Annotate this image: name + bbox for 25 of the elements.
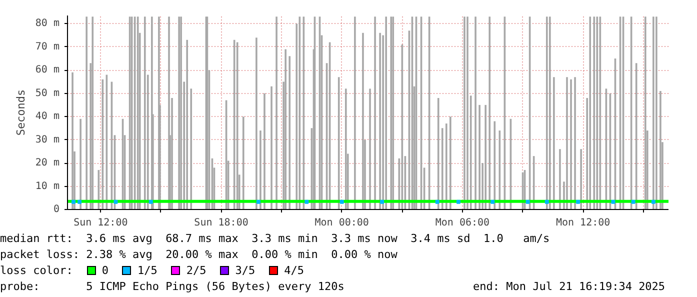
legend-label: 1/5 <box>137 264 158 277</box>
legend-label: 4/5 <box>284 264 304 277</box>
legend-label: 2/5 <box>186 264 206 277</box>
legend-label: 0 <box>102 264 108 277</box>
y-tick-label: 20 m <box>35 158 60 169</box>
y-tick-label: 60 m <box>35 64 60 76</box>
x-tick-label: Mon 12:00 <box>556 218 610 228</box>
x-tick-label: Sun 18:00 <box>194 218 248 228</box>
y-tick-label: 0 <box>53 204 60 215</box>
y-tick-label: 30 m <box>35 134 60 146</box>
x-tick-label: Mon 00:00 <box>314 218 369 228</box>
x-tick-label: Sun 12:00 <box>74 218 128 228</box>
y-axis-title: Seconds <box>14 89 28 136</box>
text: probe: 5 ICMP Echo Pings (56 Bytes) every 120s <box>0 279 346 295</box>
y-tick-label: 70 m <box>35 41 60 52</box>
y-tick-label: 40 m <box>35 111 60 122</box>
y-tick-label: 10 m <box>35 180 60 192</box>
y-tick-label: 80 m <box>35 18 60 30</box>
legend-label: 3/5 <box>235 264 256 277</box>
y-tick-label: 50 m <box>35 88 60 99</box>
text: packet loss: 2.38 % avg 20.00 % max 0.00 % min 0.00 % now <box>0 247 398 263</box>
x-tick-label: Mon 06:00 <box>435 218 490 228</box>
text: median rtt: 3.6 ms avg 68.7 ms max 3.3 ms min 3.3 ms now 3.4 ms sd 1.0 am/s <box>0 231 550 247</box>
text: end: Mon Jul 21 16:19:34 2025 <box>473 280 666 293</box>
legend-title: loss color: <box>0 264 73 277</box>
